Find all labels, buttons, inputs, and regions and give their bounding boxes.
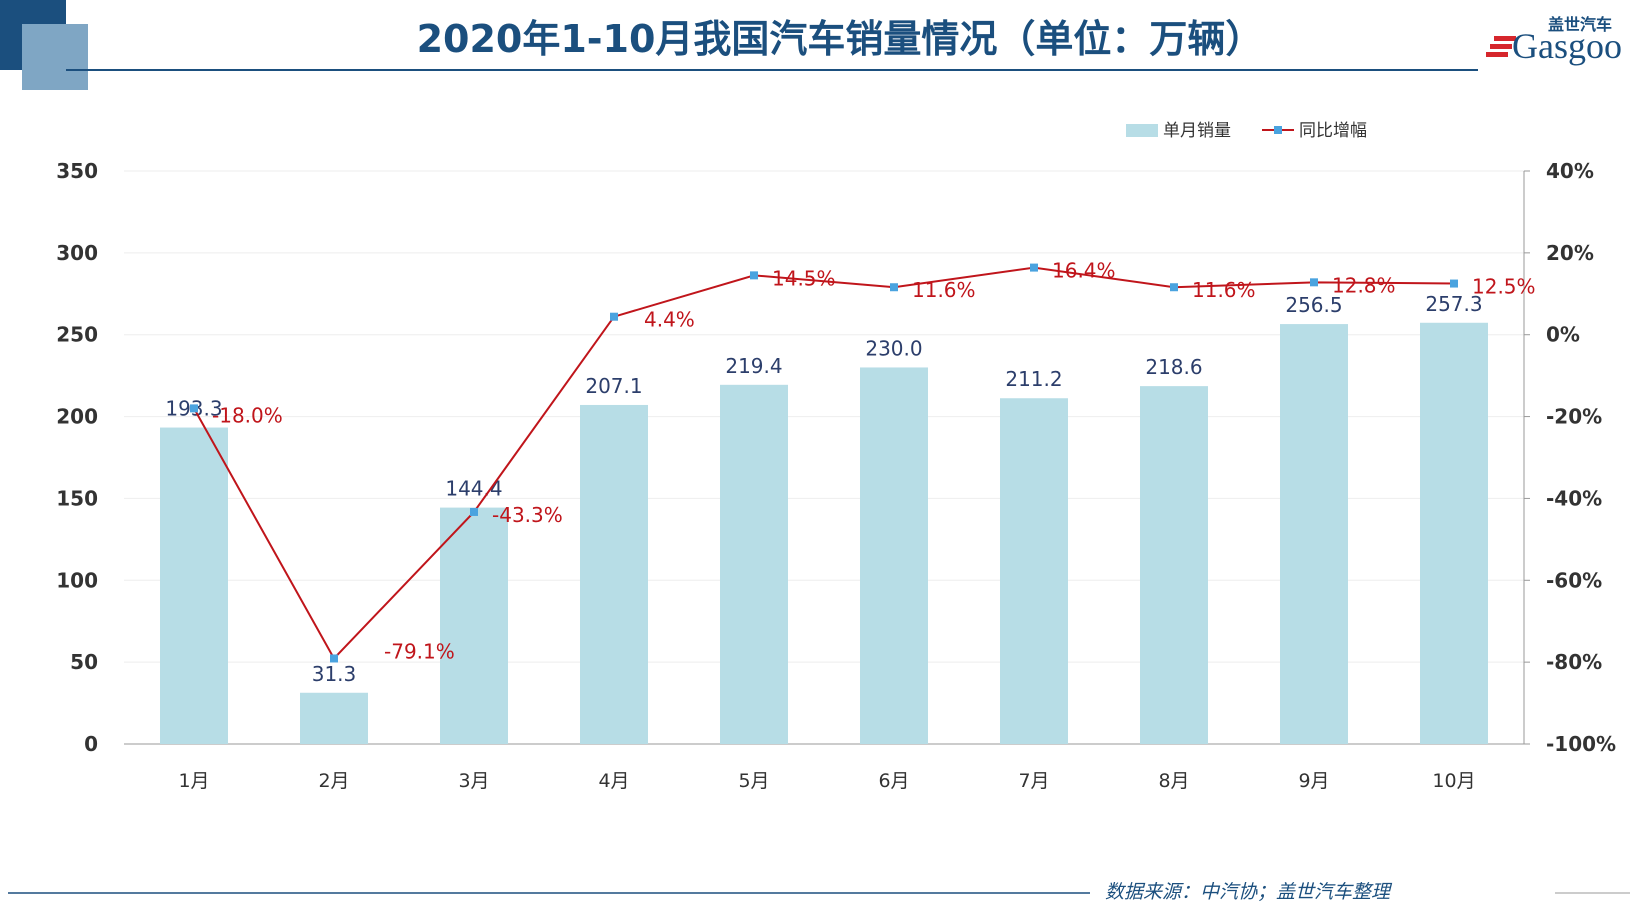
y-left-tick-label: 300 [56, 241, 98, 265]
y-right-tick-label: 40% [1546, 159, 1594, 183]
line-marker [1310, 278, 1318, 287]
line-label: 12.5% [1472, 275, 1536, 299]
line-label: 14.5% [772, 266, 836, 290]
x-tick-label: 7月 [1018, 770, 1049, 792]
y-left-tick-label: 200 [56, 405, 98, 429]
chart-title: 2020年1-10月我国汽车销量情况（单位：万辆） [417, 17, 1264, 61]
y-right-tick-label: -40% [1546, 486, 1602, 510]
legend-line-marker [1274, 126, 1282, 134]
x-tick-label: 4月 [598, 770, 629, 792]
line-marker [470, 507, 478, 516]
y-left-tick-label: 350 [56, 159, 98, 183]
y-right-tick-label: 20% [1546, 241, 1594, 265]
line-label: 4.4% [644, 308, 695, 332]
bar [720, 384, 788, 744]
bar [1140, 386, 1208, 744]
y-right-tick-label: -20% [1546, 405, 1602, 429]
line-label: 11.6% [1192, 278, 1256, 302]
yoy-line [193, 266, 1455, 661]
gasgoo-logo: Gasgoo 盖世汽车 [1486, 15, 1622, 66]
line-marker [750, 271, 758, 280]
bar [160, 427, 228, 744]
bar-label: 144.4 [445, 477, 502, 501]
bar [440, 507, 508, 744]
line-label: -79.1% [384, 639, 455, 663]
x-tick-label: 6月 [878, 770, 909, 792]
y-right-tick-label: -100% [1546, 732, 1616, 756]
y-left-tick-label: 150 [56, 486, 98, 510]
bar-label: 257.3 [1425, 292, 1482, 316]
legend-bar-swatch [1126, 124, 1158, 137]
line-marker [610, 312, 618, 321]
line-marker [1450, 279, 1458, 288]
y-right-tick-label: -80% [1546, 650, 1602, 674]
bar [580, 404, 648, 744]
bar-label: 256.5 [1285, 293, 1342, 317]
bar [1280, 324, 1348, 744]
y-left-tick-label: 100 [56, 568, 98, 592]
line-label: -18.0% [212, 403, 283, 427]
x-tick-label: 8月 [1158, 770, 1189, 792]
bar-label: 211.2 [1005, 367, 1062, 391]
x-tick-label: 1月 [178, 770, 209, 792]
x-tick-label: 3月 [458, 770, 489, 792]
legend-line-label: 同比增幅 [1299, 121, 1367, 141]
bar [300, 692, 368, 744]
y-right-tick-label: 0% [1546, 323, 1580, 347]
x-tick-label: 2月 [318, 770, 349, 792]
svg-text:Gasgoo: Gasgoo [1512, 26, 1622, 66]
line-label: 16.4% [1052, 259, 1116, 283]
y-left-tick-label: 50 [70, 650, 98, 674]
x-tick-label: 5月 [738, 770, 769, 792]
x-tick-label: 9月 [1298, 770, 1329, 792]
line-marker [890, 283, 898, 292]
line-marker [330, 654, 338, 663]
line-marker [1170, 283, 1178, 292]
line-label: 12.8% [1332, 273, 1396, 297]
bar [1000, 398, 1068, 744]
source-note: 数据来源：中汽协；盖世汽车整理 [1105, 881, 1393, 903]
bar-label: 31.3 [312, 662, 357, 686]
line-marker [1030, 263, 1038, 272]
y-right-tick-label: -60% [1546, 568, 1602, 592]
legend: 单月销量 同比增幅 [1126, 121, 1367, 141]
legend-bar-label: 单月销量 [1163, 121, 1231, 141]
bar-label: 218.6 [1145, 355, 1202, 379]
line-label: -43.3% [492, 503, 563, 527]
svg-text:盖世汽车: 盖世汽车 [1548, 15, 1612, 34]
y-left-tick-label: 0 [84, 732, 98, 756]
bar-label: 230.0 [865, 336, 922, 360]
corner-block-light [22, 24, 88, 90]
line-marker [190, 404, 198, 413]
bar [860, 367, 928, 744]
bar-label: 219.4 [725, 354, 782, 378]
bar [1420, 322, 1488, 744]
y-left-tick-label: 250 [56, 323, 98, 347]
bar-label: 207.1 [585, 374, 642, 398]
x-tick-label: 10月 [1432, 770, 1475, 792]
line-label: 11.6% [912, 278, 976, 302]
